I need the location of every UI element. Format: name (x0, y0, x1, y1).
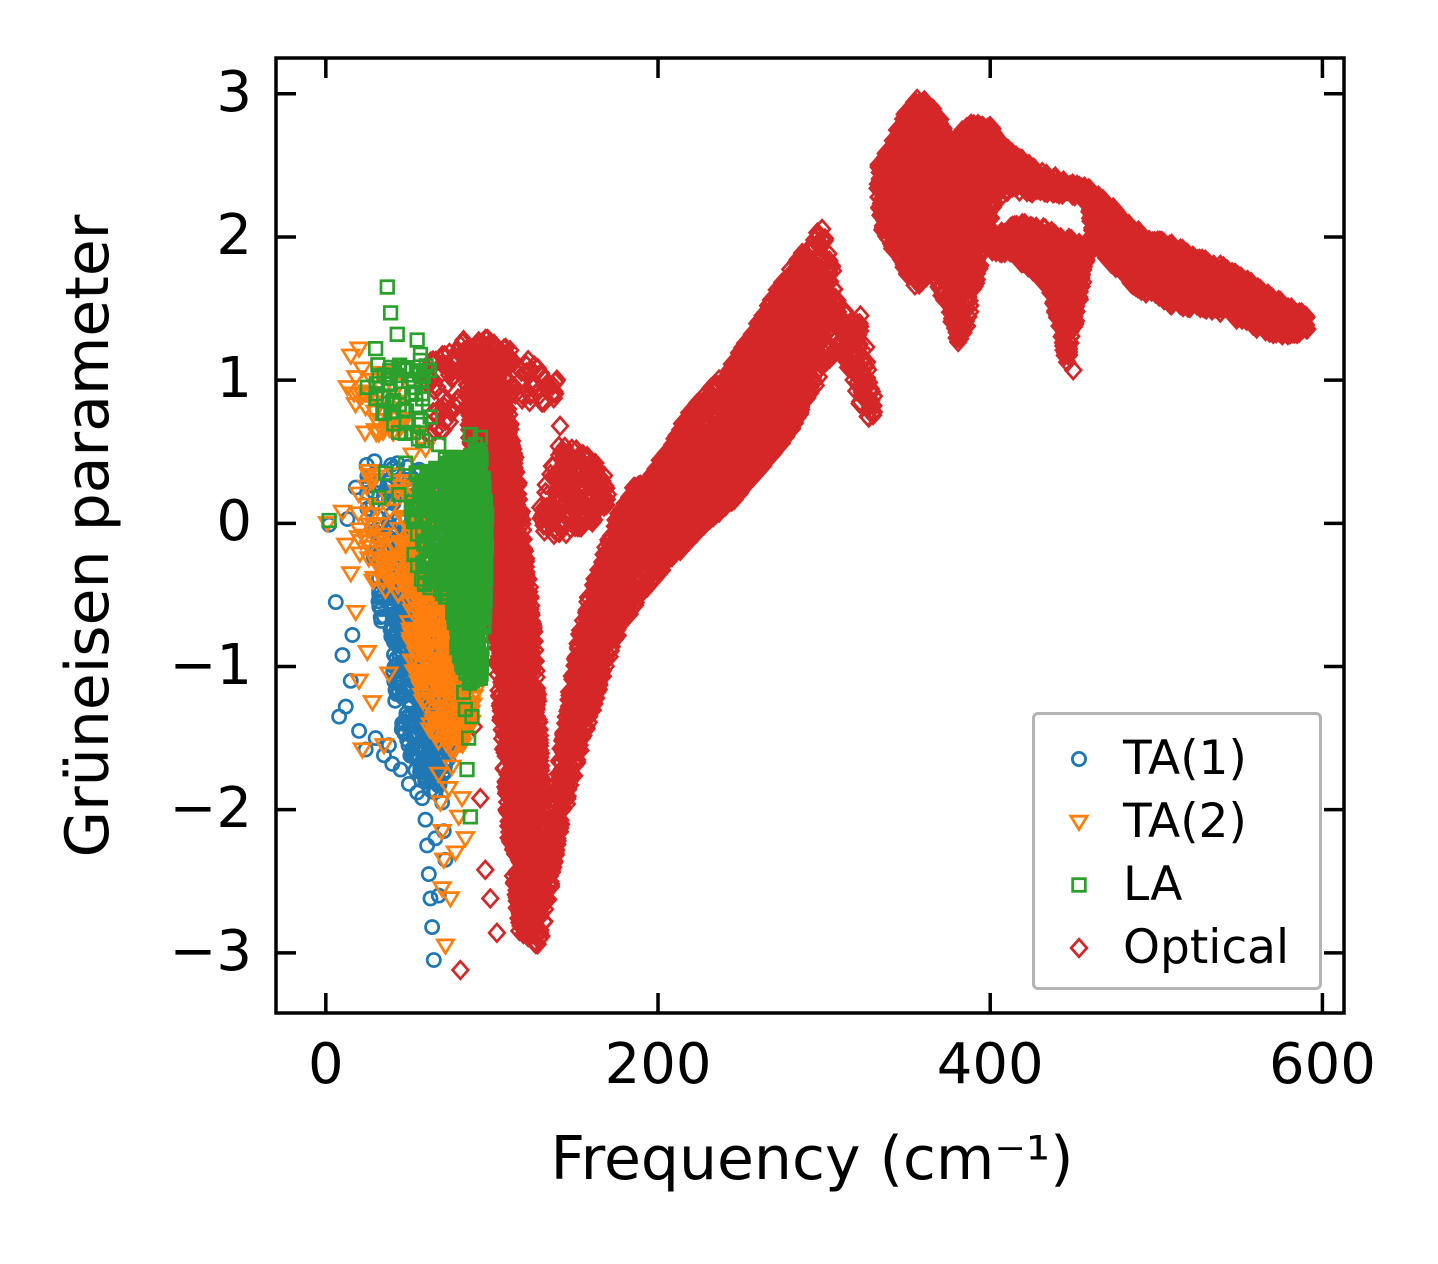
y-tick-label: 0 (216, 489, 252, 555)
legend-item-la: LA (1035, 853, 1319, 916)
x-tick-label: 600 (1268, 1032, 1376, 1097)
legend-item-optical: Optical (1035, 916, 1319, 979)
legend-label: TA(2) (1123, 794, 1247, 849)
diamond-marker-icon (1069, 936, 1089, 959)
triangle-down-marker-icon (1068, 814, 1090, 832)
legend-label: LA (1123, 857, 1183, 912)
y-tick-label: 3 (216, 59, 252, 125)
legend-item-ta1: TA(1) (1035, 727, 1319, 790)
circle-marker-icon (1071, 750, 1087, 767)
y-tick-label: 1 (216, 346, 252, 412)
x-axis-label: Frequency (cm⁻¹) (550, 1124, 1074, 1194)
legend-label: TA(1) (1123, 731, 1247, 786)
square-marker-icon (1071, 876, 1087, 893)
legend-label: Optical (1123, 920, 1290, 975)
legend-item-ta2: TA(2) (1035, 790, 1319, 853)
x-tick-label: 400 (936, 1032, 1044, 1097)
legend: TA(1) TA(2) LA Optical (1032, 712, 1322, 990)
x-tick-label: 0 (308, 1032, 344, 1097)
y-tick-label: −1 (169, 632, 252, 698)
x-tick-label: 200 (604, 1032, 712, 1097)
y-tick-label: 2 (216, 203, 252, 269)
y-tick-label: −3 (169, 919, 252, 985)
y-tick-label: −2 (169, 775, 252, 841)
